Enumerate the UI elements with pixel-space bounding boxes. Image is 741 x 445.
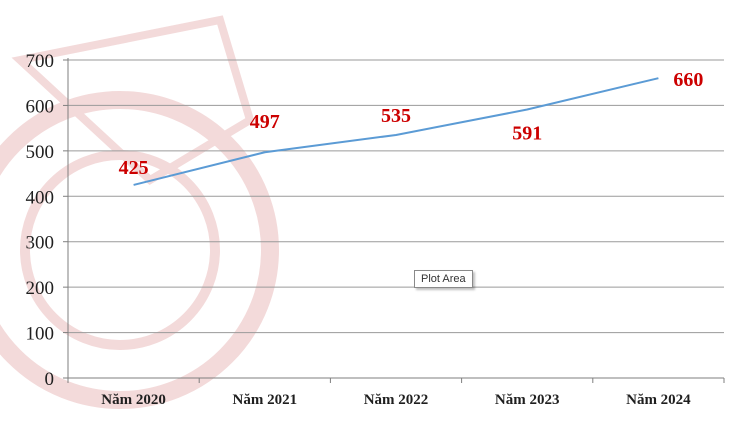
y-tick-label: 500: [26, 142, 55, 163]
y-tick-label: 300: [26, 233, 55, 254]
y-tick-label: 600: [26, 96, 55, 117]
y-tick-label: 700: [26, 51, 55, 72]
y-tick-label: 400: [26, 187, 55, 208]
x-tick-label: Năm 2022: [364, 392, 429, 408]
watermark-ring-outer: [0, 91, 279, 409]
y-tick-label: 200: [26, 278, 55, 299]
background-watermark: [0, 15, 279, 409]
data-label: 535: [381, 105, 411, 127]
data-labels: 425 497 535 591 660: [119, 69, 704, 179]
data-label: 425: [119, 157, 149, 179]
x-tick-label: Năm 2020: [101, 392, 166, 408]
data-series: [133, 77, 659, 186]
gridlines: [68, 59, 724, 334]
x-axis-tick-labels: Năm 2020 Năm 2021 Năm 2022 Năm 2023 Năm 2024: [101, 392, 691, 408]
plot-area-tooltip: Plot Area: [414, 270, 473, 288]
x-tick-label: Năm 2023: [495, 392, 560, 408]
watermark-roof: [11, 15, 255, 185]
y-axis-tick-labels: 0 100 200 300 400 500 600 700: [26, 51, 55, 390]
data-label: 497: [250, 111, 280, 133]
x-tick-label: Năm 2024: [626, 392, 691, 408]
data-label: 660: [673, 69, 703, 91]
axes: [63, 58, 725, 383]
x-tick-label: Năm 2021: [233, 392, 298, 408]
y-tick-label: 100: [26, 324, 55, 345]
y-tick-label: 0: [45, 369, 55, 390]
data-label: 591: [512, 123, 542, 145]
